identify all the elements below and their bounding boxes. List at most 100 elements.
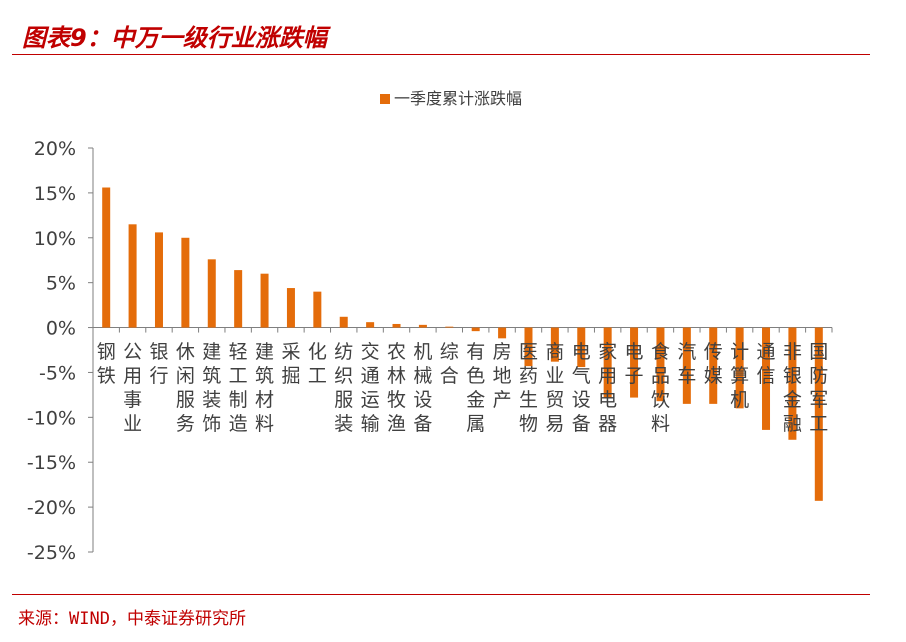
bar	[313, 291, 322, 328]
x-tick-label: 公	[123, 341, 142, 363]
bar	[814, 327, 823, 501]
x-tick-label: 备	[413, 413, 432, 435]
x-tick-label: 铁	[97, 365, 116, 387]
x-tick-label: 饰	[202, 413, 221, 435]
y-axis: 20% 15% 10% 5% 0% -5% -10% -15% -20% -25%	[27, 138, 94, 564]
x-tick-label: 化	[308, 341, 327, 363]
x-tick-label: 电	[598, 389, 617, 411]
x-tick-label: 装	[334, 413, 353, 435]
x-tick-label: 用	[123, 365, 142, 387]
x-tick-label: 贸	[545, 389, 564, 411]
bar	[339, 316, 348, 328]
x-tick-label: 合	[440, 365, 459, 387]
bar	[524, 327, 533, 367]
bar	[550, 327, 559, 362]
legend-label: 一季度累计涨跌幅	[394, 89, 522, 108]
x-tick-label: 器	[598, 413, 617, 435]
x-tick-label: 产	[493, 389, 512, 411]
x-tick-label: 材	[255, 389, 274, 411]
x-tick-label: 采	[281, 341, 300, 363]
bar	[735, 327, 744, 409]
x-tick-label: 闲	[176, 365, 195, 387]
x-tick-label: 机	[730, 389, 749, 411]
x-tick-label: 气	[572, 365, 591, 387]
page-title: 图表9：中万一级行业涨跌幅	[22, 24, 327, 52]
x-tick-label: 易	[545, 413, 564, 435]
x-tick-label: 汽	[677, 341, 696, 363]
bar	[603, 327, 612, 399]
x-tick-label: 商	[545, 341, 564, 363]
y-tick-label: -20%	[27, 497, 76, 519]
x-tick-label: 色	[466, 365, 485, 387]
x-tick-label: 综	[440, 341, 459, 363]
x-tick-label: 医	[519, 341, 538, 363]
x-tick-label: 家	[598, 341, 617, 363]
x-tick-label: 备	[572, 413, 591, 435]
x-tick-label: 渔	[387, 413, 406, 435]
x-tick-label: 输	[361, 413, 380, 435]
bar	[128, 224, 137, 328]
x-tick-label: 制	[229, 389, 248, 411]
x-tick-label: 通	[361, 365, 380, 387]
x-tick-label: 算	[730, 365, 749, 387]
x-tick-label: 工	[229, 365, 248, 387]
bar	[154, 232, 163, 328]
x-tick-label: 防	[809, 365, 828, 387]
x-tick-label: 纺	[334, 341, 353, 363]
bar	[498, 327, 507, 339]
y-tick-label: -10%	[27, 407, 76, 429]
x-tick-label: 房	[493, 341, 512, 363]
bar	[709, 327, 718, 404]
x-tick-label: 服	[334, 389, 353, 411]
x-tick-label: 计	[730, 341, 749, 363]
bar	[234, 270, 243, 328]
x-tick-label: 料	[651, 413, 670, 435]
x-tick-label: 建	[255, 341, 274, 363]
bar	[445, 326, 454, 328]
x-tick-label: 筑	[255, 365, 274, 387]
bar	[366, 322, 375, 328]
bar	[762, 327, 771, 430]
bar	[577, 327, 586, 368]
x-tick-label: 设	[413, 389, 432, 411]
x-tick-label: 造	[229, 413, 248, 435]
bars	[92, 187, 833, 501]
x-tick-label: 休	[176, 341, 195, 363]
x-tick-label: 建	[202, 341, 221, 363]
x-tick-label: 务	[176, 413, 195, 435]
x-tick-label: 地	[493, 365, 512, 387]
x-tick-label: 林	[387, 365, 406, 387]
y-tick-label: -5%	[39, 362, 76, 384]
x-tick-label: 银	[149, 341, 168, 363]
bar	[207, 259, 216, 328]
x-tick-label: 料	[255, 413, 274, 435]
x-tick-label: 械	[413, 365, 432, 387]
x-tick-label: 业	[123, 413, 142, 435]
x-tick-label: 行	[149, 365, 168, 387]
x-tick-label: 金	[466, 389, 485, 411]
x-tick-label: 传	[704, 341, 723, 363]
x-tick-label: 运	[361, 389, 380, 411]
title-bar: 图表9：中万一级行业涨跌幅	[12, 14, 870, 55]
x-tick-label: 工	[308, 365, 327, 387]
x-tick-label: 机	[413, 341, 432, 363]
x-tick-label: 子	[625, 365, 644, 387]
x-tick-label: 有	[466, 341, 485, 363]
x-tick-label: 电	[572, 341, 591, 363]
x-tick-label: 牧	[387, 389, 406, 411]
x-tick-label: 食	[651, 341, 670, 363]
bar	[286, 288, 295, 328]
x-tick-label: 品	[651, 365, 670, 387]
x-tick-label: 电	[625, 341, 644, 363]
x-tick-label: 媒	[704, 365, 723, 387]
x-tick-label: 事	[123, 389, 142, 411]
x-tick-label: 属	[466, 413, 485, 435]
chart-legend: 一季度累计涨跌幅	[380, 89, 522, 108]
x-tick-label: 饮	[651, 389, 670, 411]
bar	[102, 187, 111, 328]
x-axis-labels: 钢铁公用事业银行休闲服务建筑装饰轻工制造建筑材料采掘化工纺织服装交通运输农林牧渔…	[97, 341, 829, 435]
y-tick-label: 20%	[34, 138, 76, 160]
bar	[392, 323, 401, 328]
bar	[260, 273, 269, 328]
x-tick-label: 业	[545, 365, 564, 387]
